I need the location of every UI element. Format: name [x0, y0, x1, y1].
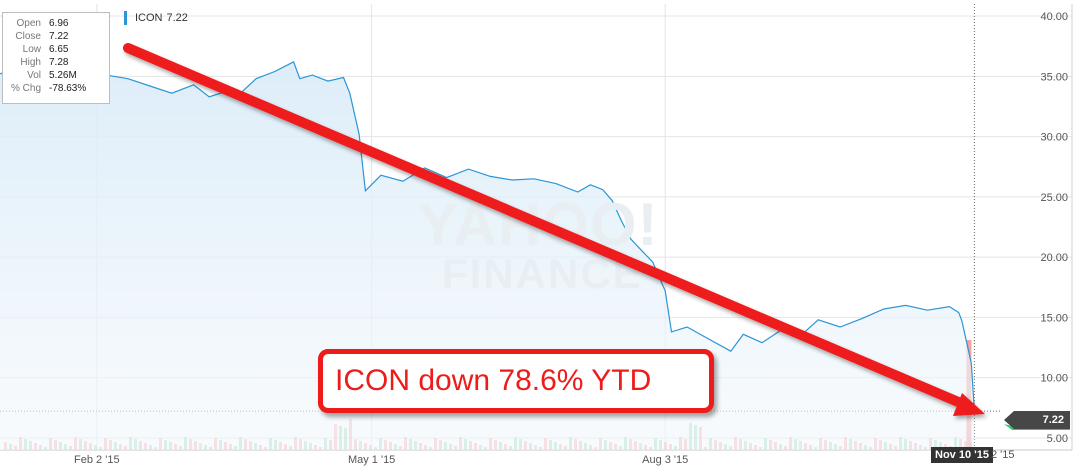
cut-date-label: 2 '15: [991, 449, 1015, 461]
ohlc-row: Vol 5.26M: [7, 69, 105, 82]
legend[interactable]: ICON 7.22: [124, 9, 188, 27]
ohlc-label: Close: [15, 31, 41, 42]
ohlc-label: % Chg: [10, 83, 41, 94]
ohlc-row: Close 7.22: [7, 30, 105, 43]
ohlc-label: High: [20, 57, 41, 68]
y-axis: 40.00 35.00 30.00 25.00 20.00 15.00 10.00 5.00: [1040, 11, 1068, 445]
ohlc-row: Open 6.96: [7, 17, 105, 30]
ohlc-label: Open: [16, 18, 41, 29]
current-price-dot: [970, 407, 978, 415]
y-tick-label: 40.00: [1040, 11, 1068, 23]
y-tick-label: 20.00: [1040, 252, 1068, 264]
ohlc-value: -78.63%: [49, 83, 87, 94]
ohlc-label: Vol: [27, 70, 41, 81]
legend-value: 7.22: [166, 12, 188, 24]
ohlc-value: 6.96: [49, 18, 69, 29]
watermark-yahoo: YAHOO!: [418, 191, 659, 258]
y-tick-label: 30.00: [1040, 132, 1068, 144]
ohlc-row: High 7.28: [7, 56, 105, 69]
y-tick-label: 25.00: [1040, 192, 1068, 204]
ohlc-value: 5.26M: [49, 70, 77, 81]
ohlc-label: Low: [22, 44, 41, 55]
legend-symbol: ICON: [135, 12, 163, 24]
ohlc-panel: Open 6.96 Close 7.22 Low 6.65 High 7.28 Vol 5.26M…: [2, 12, 110, 104]
x-tick-label: Feb 2 '15: [74, 454, 120, 466]
watermark-finance: FINANCE: [442, 250, 643, 297]
x-axis: Feb 2 '15 May 1 '15 Aug 3 '15: [74, 454, 688, 466]
current-date-label: Nov 10 '15: [931, 447, 993, 463]
ohlc-row: Low 6.65: [7, 43, 105, 56]
ohlc-value: 7.28: [49, 57, 69, 68]
y-tick-label: 15.00: [1040, 312, 1068, 324]
ohlc-row: % Chg -78.63%: [7, 82, 105, 95]
x-tick-label: Aug 3 '15: [642, 454, 688, 466]
y-tick-label: 10.00: [1040, 373, 1068, 385]
legend-swatch: [124, 11, 127, 25]
ohlc-value: 7.22: [49, 31, 69, 42]
current-price-flag: 7.22: [1004, 411, 1070, 429]
ohlc-value: 6.65: [49, 44, 69, 55]
y-tick-label: 35.00: [1040, 71, 1068, 83]
y-tick-label: 5.00: [1047, 433, 1068, 445]
annotation-callout: ICON down 78.6% YTD: [318, 349, 714, 413]
x-tick-label: May 1 '15: [348, 454, 395, 466]
